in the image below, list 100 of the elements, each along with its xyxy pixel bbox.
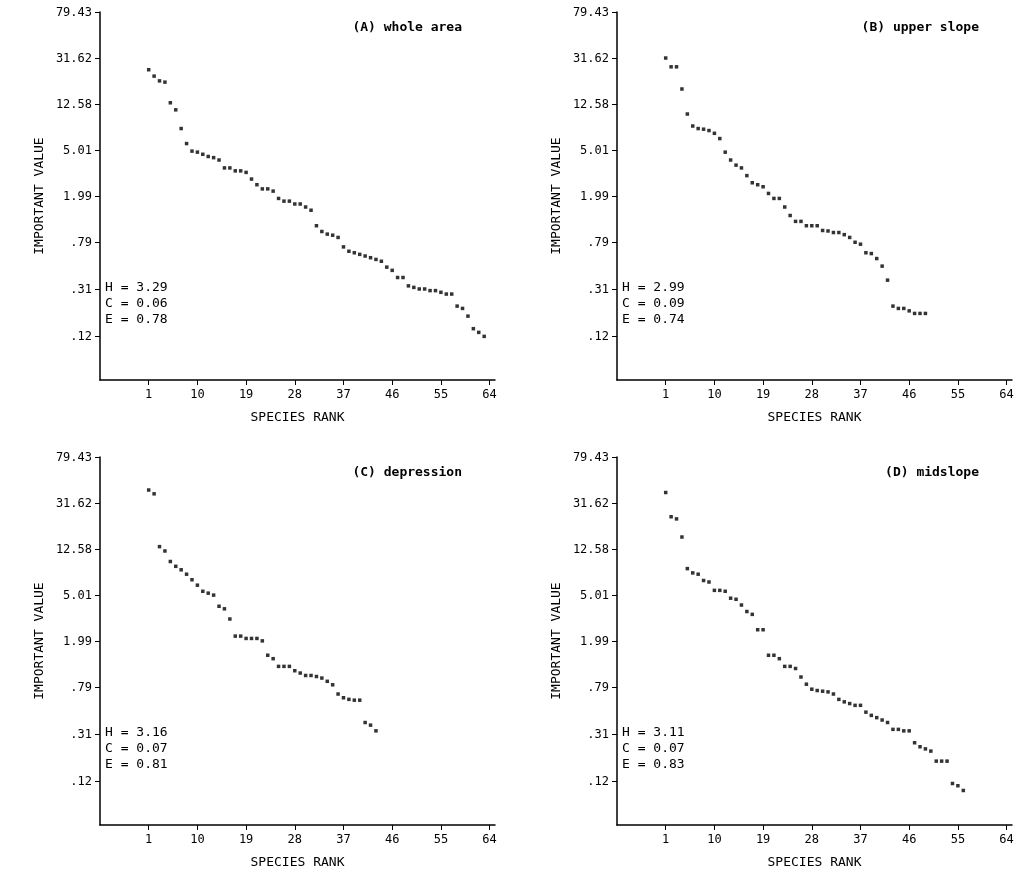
point <box>701 127 706 131</box>
x-tick-label: 64 <box>999 832 1014 846</box>
y-tick-label: .79 <box>587 235 609 250</box>
x-tick-label: 19 <box>238 387 254 401</box>
y-tick-label: 12.58 <box>572 542 609 557</box>
point <box>330 683 335 687</box>
point <box>723 589 727 594</box>
point <box>837 697 841 702</box>
x-tick-label: 46 <box>384 387 400 401</box>
point <box>739 603 744 607</box>
point <box>233 634 238 638</box>
y-tick-label: .12 <box>70 329 92 344</box>
y-tick-label: 31.62 <box>572 51 609 65</box>
text: (B) upper slope <box>861 19 980 34</box>
annotation: C = 0.07 <box>622 740 685 755</box>
point <box>320 676 324 680</box>
point <box>772 196 776 201</box>
point <box>939 759 944 763</box>
x-tick-label: 28 <box>804 387 820 401</box>
point <box>902 306 906 311</box>
y-tick-label: 5.01 <box>63 588 92 603</box>
x-tick-label: 10 <box>190 387 205 401</box>
point <box>745 173 749 178</box>
y-tick-label: 12.58 <box>55 542 92 557</box>
point <box>374 729 378 733</box>
point <box>347 697 351 702</box>
y-tick-label: 1.99 <box>580 189 609 204</box>
point <box>357 698 362 702</box>
x-axis-title: SPECIES RANK <box>250 409 345 424</box>
x-axis-title: SPECIES RANK <box>250 854 345 869</box>
x-tick-label: 64 <box>999 387 1014 401</box>
point <box>184 572 189 576</box>
point <box>222 607 227 611</box>
x-tick-label: 19 <box>755 387 771 401</box>
x-tick-label: 55 <box>950 387 966 401</box>
point <box>707 128 711 133</box>
point <box>206 591 210 595</box>
point <box>804 682 809 686</box>
y-tick-label: .79 <box>70 235 92 250</box>
point <box>691 571 695 575</box>
point <box>837 230 841 235</box>
x-tick-label: 55 <box>950 832 966 846</box>
x-tick-label: 19 <box>238 832 254 846</box>
x-tick-label: 64 <box>482 832 497 846</box>
point <box>728 596 733 600</box>
y-tick-label: 12.58 <box>572 97 609 112</box>
point <box>923 747 928 751</box>
point <box>244 636 248 641</box>
annotation: H = 3.16 <box>105 724 168 739</box>
y-tick-label: .12 <box>70 774 92 789</box>
y-tick-label: .79 <box>70 680 92 695</box>
point <box>190 578 194 582</box>
point <box>363 720 367 725</box>
y-tick-label: 1.99 <box>63 189 92 204</box>
point <box>179 568 183 572</box>
annotation: E = 0.81 <box>105 756 168 771</box>
x-tick-label: 37 <box>336 832 351 846</box>
text: (D) midslope <box>885 464 980 479</box>
point <box>265 653 270 657</box>
point <box>309 673 313 678</box>
point <box>696 572 700 576</box>
annotation: C = 0.07 <box>105 740 168 755</box>
point <box>293 668 297 673</box>
x-tick-label: 10 <box>707 387 722 401</box>
y-tick-label: .79 <box>587 680 609 695</box>
point <box>918 311 922 316</box>
point <box>858 242 863 246</box>
y-tick-label: 5.01 <box>63 143 92 158</box>
point <box>782 205 787 209</box>
point <box>174 564 178 569</box>
x-tick-label: 1 <box>662 387 670 401</box>
y-tick-label: .12 <box>587 774 609 789</box>
point <box>298 671 302 675</box>
point <box>674 517 679 521</box>
point <box>255 636 259 641</box>
x-axis-title: SPECIES RANK <box>767 409 862 424</box>
point <box>799 675 803 679</box>
point <box>820 689 825 693</box>
point <box>707 580 711 584</box>
text: (C) depression <box>352 464 462 479</box>
x-tick-label: 46 <box>901 387 917 401</box>
annotation: E = 0.78 <box>105 311 168 326</box>
annotation: H = 2.99 <box>622 279 685 294</box>
x-tick-label: 10 <box>707 832 722 846</box>
point <box>788 664 792 669</box>
point <box>217 604 221 608</box>
point <box>691 124 695 128</box>
x-tick-label: 19 <box>755 832 771 846</box>
y-tick-label: 31.62 <box>55 51 92 65</box>
y-tick-label: .31 <box>70 726 92 741</box>
x-tick-label: 28 <box>287 387 303 401</box>
point <box>815 223 819 228</box>
point <box>195 583 200 587</box>
point <box>885 278 890 282</box>
point <box>723 150 727 154</box>
x-tick-label: 46 <box>384 832 400 846</box>
point <box>864 251 868 255</box>
point <box>864 710 868 714</box>
point <box>766 653 771 657</box>
point <box>880 718 884 722</box>
